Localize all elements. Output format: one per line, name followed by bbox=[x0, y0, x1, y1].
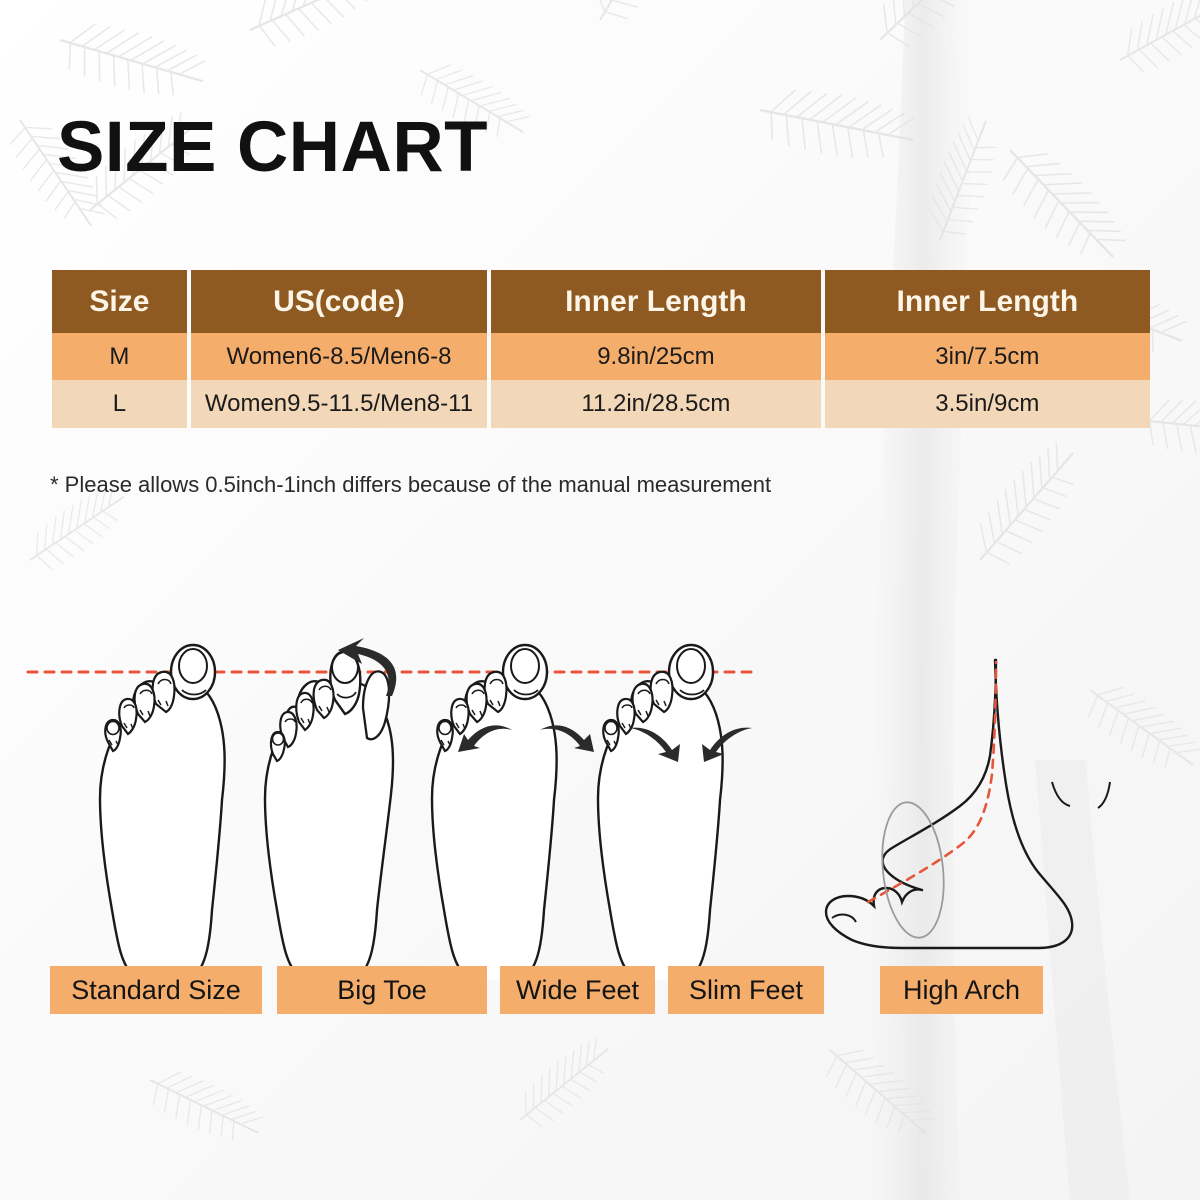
slim-feet-arrows bbox=[630, 727, 752, 762]
cell-size-l: L bbox=[52, 380, 187, 428]
label-slim-feet: Slim Feet bbox=[668, 966, 824, 1014]
size-table: Size US(code) Inner Length Inner Length … bbox=[52, 270, 1151, 428]
big-toe-arrow bbox=[338, 638, 397, 696]
header-cell-size: Size bbox=[52, 270, 187, 333]
header-cell-inner-length-2: Inner Length bbox=[824, 270, 1151, 333]
label-high-arch: High Arch bbox=[880, 966, 1043, 1014]
wide-feet-arrows bbox=[458, 725, 594, 752]
table-row: L Women9.5-11.5/Men8-11 11.2in/28.5cm 3.… bbox=[52, 380, 1151, 428]
header-cell-inner-length-1: Inner Length bbox=[491, 270, 821, 333]
table-header-row: Size US(code) Inner Length Inner Length bbox=[52, 270, 1151, 333]
header-cell-us-code: US(code) bbox=[190, 270, 488, 333]
high-arch-side-foot bbox=[824, 658, 1111, 950]
cell-inner-length-2-m: 3in/7.5cm bbox=[824, 333, 1151, 380]
arch-dashed-line bbox=[866, 660, 998, 904]
arch-highlight-ellipse bbox=[881, 801, 945, 939]
table-row: M Women6-8.5/Men6-8 9.8in/25cm 3in/7.5cm bbox=[52, 333, 1151, 380]
measurement-disclaimer: * Please allows 0.5inch-1inch differs be… bbox=[50, 472, 772, 497]
cell-inner-length-2-l: 3.5in/9cm bbox=[824, 380, 1151, 428]
cell-size-m: M bbox=[52, 333, 187, 380]
label-wide-feet: Wide Feet bbox=[500, 966, 655, 1014]
page-title: SIZE CHART bbox=[57, 108, 488, 187]
cell-inner-length-1-m: 9.8in/25cm bbox=[491, 333, 821, 380]
label-standard-size: Standard Size bbox=[50, 966, 262, 1014]
label-big-toe: Big Toe bbox=[277, 966, 487, 1014]
cell-inner-length-1-l: 11.2in/28.5cm bbox=[491, 380, 821, 428]
cell-us-code-l: Women9.5-11.5/Men8-11 bbox=[190, 380, 488, 428]
foot-type-diagrams bbox=[0, 600, 1200, 980]
cell-us-code-m: Women6-8.5/Men6-8 bbox=[190, 333, 488, 380]
